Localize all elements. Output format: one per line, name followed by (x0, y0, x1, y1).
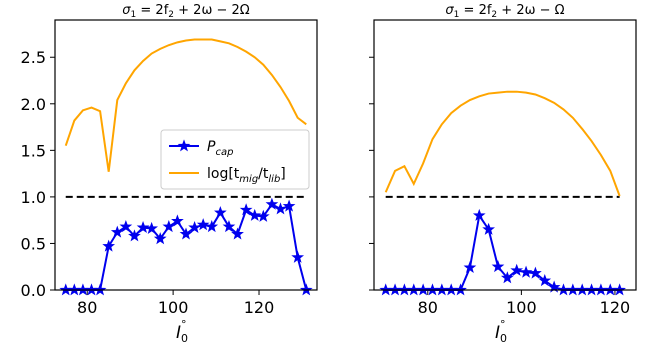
pcap-point (188, 220, 201, 234)
series-log-ratio-line (384, 90, 621, 197)
pcap-point (128, 229, 141, 242)
pcap-point (239, 203, 253, 216)
pcap-point (274, 202, 287, 215)
pcap-point (162, 220, 176, 233)
legend-log-ratio-label: log[tmig/tlib] (207, 166, 286, 185)
axes-frame (54, 19, 318, 291)
pcap-point (110, 225, 124, 238)
x-axis-label: I0° (176, 318, 188, 345)
y-tick-label: 0.5 (21, 234, 46, 253)
pcap-point (119, 220, 133, 233)
legend-pcap-label: Pcap (207, 139, 233, 158)
pcap-point (102, 239, 116, 252)
y-tick-label: 1.5 (21, 141, 46, 160)
pcap-point (196, 218, 210, 231)
pcap-point (205, 220, 219, 233)
x-tick-label: 80 (418, 298, 438, 317)
x-tick-label: 100 (158, 298, 189, 317)
pcap-point (500, 271, 514, 284)
pcap-point (222, 220, 236, 233)
legend: Pcap log[tmig/tlib] (160, 129, 310, 190)
pcap-point (472, 208, 486, 221)
pcap-point (291, 250, 305, 263)
pcap-point (248, 208, 262, 221)
pcap-point (145, 221, 158, 234)
pcap-point (265, 197, 279, 210)
panel-title: σ1 = 2f2 + 2ω − 2Ω (122, 3, 249, 20)
pcap-point (538, 274, 552, 287)
series-pcap-line (65, 203, 308, 291)
y-tick-label: 1.0 (21, 188, 46, 207)
series-pcap-line (385, 212, 620, 291)
left-panel: σ1 = 2f2 + 2ω − 2Ω 80 100 120 0.0 0.5 1.0 1.5 2.… (21, 3, 318, 345)
pcap-point (214, 206, 227, 219)
pcap-point (463, 260, 477, 274)
x-axis-label: I0° (495, 318, 507, 345)
legend-box (160, 129, 310, 190)
legend-pcap-marker (177, 139, 191, 152)
x-tick-label: 100 (506, 298, 537, 317)
y-tick-label: 2.0 (21, 95, 46, 114)
y-tick-label: 0.0 (21, 281, 46, 300)
pcap-point (153, 232, 167, 245)
pcap-point (171, 214, 184, 227)
x-tick-label: 120 (244, 298, 275, 317)
y-tick-label: 2.5 (21, 48, 46, 67)
pcap-point (491, 260, 505, 273)
pcap-point (282, 199, 296, 212)
pcap-point (529, 266, 542, 279)
series-log-ratio-line (64, 38, 307, 172)
x-tick-label: 120 (600, 298, 631, 317)
axes-frame (373, 19, 637, 291)
right-panel: σ1 = 2f2 + 2ω − Ω 80 100 120 I0° (369, 3, 637, 345)
pcap-point (136, 220, 150, 234)
pcap-point (482, 222, 495, 235)
x-tick-label: 80 (77, 298, 97, 317)
pcap-point (519, 265, 533, 278)
pcap-point (256, 209, 270, 222)
pcap-point (179, 227, 193, 240)
panel-title: σ1 = 2f2 + 2ω − Ω (445, 3, 564, 20)
pcap-point (510, 263, 524, 276)
pcap-point (231, 227, 244, 240)
